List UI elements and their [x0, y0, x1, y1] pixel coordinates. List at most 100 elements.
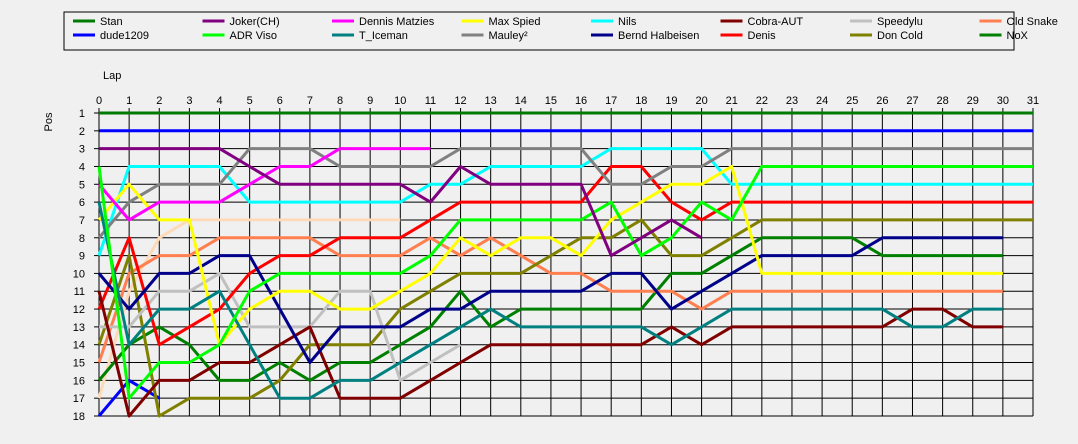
legend-item-old-snake: Old Snake [979, 16, 1058, 28]
x-tick-label: 19 [665, 95, 677, 107]
y-tick-label: 11 [74, 286, 85, 298]
legend-item-dennis-matzies: Dennis Matzies [332, 16, 435, 28]
legend-item-denis: Denis [720, 30, 777, 42]
y-tick-label: 8 [79, 233, 85, 245]
legend-label: Cobra-AUT [748, 16, 804, 28]
series-line-mauley [97, 147, 1033, 239]
legend-label: Bernd Halbeisen [618, 30, 699, 42]
x-tick-label: 2 [156, 95, 162, 107]
series-lines [97, 111, 1033, 418]
legend-label: Stan [100, 16, 123, 28]
legend-box [63, 11, 1015, 51]
y-axis-title: Pos [43, 112, 55, 131]
x-tick-label: 5 [247, 95, 253, 107]
legend-label: Max Spied [489, 16, 541, 28]
y-tick-label: 17 [73, 393, 85, 405]
x-axis-title: Lap [103, 70, 121, 82]
x-tick-label: 8 [337, 95, 343, 107]
x-tick-label: 17 [605, 95, 617, 107]
x-tick-label: 15 [545, 95, 557, 107]
legend-label: Denis [748, 30, 777, 42]
x-tick-label: 30 [997, 95, 1009, 107]
x-tick-label: 14 [515, 95, 527, 107]
legend-item-nils: Nils [591, 16, 637, 28]
legend-item-adr-viso: ADR Viso [202, 30, 277, 42]
y-tick-label: 2 [79, 126, 85, 138]
legend-label: Dennis Matzies [359, 16, 435, 28]
y-tick-label: 12 [73, 304, 85, 316]
legend-item-dude1209: dude1209 [73, 30, 149, 42]
y-tick-label: 1 [79, 108, 85, 120]
series-line-cobra-aut [97, 290, 1003, 418]
legend-label: Old Snake [1007, 16, 1058, 28]
legend-item-stan: Stan [73, 16, 123, 28]
legend-item-t-iceman: T_Iceman [332, 30, 408, 42]
x-tick-label: 29 [967, 95, 979, 107]
x-tick-label: 22 [756, 95, 768, 107]
series-line-adr-viso [97, 165, 1033, 400]
series-line-max-spied [97, 165, 1003, 347]
legend-item-bernd-halbeisen: Bernd Halbeisen [591, 30, 699, 42]
legend-label: Joker(CH) [230, 16, 280, 28]
series-line-nils [97, 147, 1033, 257]
legend-label: Don Cold [877, 30, 923, 42]
series-line-speedylu [99, 271, 462, 382]
legend: Stan dude1209 Joker(CH) ADR Viso Dennis Matz… [63, 11, 1058, 51]
x-tick-label: 27 [906, 95, 918, 107]
x-tick-label: 18 [635, 95, 647, 107]
x-tick-label: 16 [575, 95, 587, 107]
x-tick-label: 23 [786, 95, 798, 107]
series-line-andy-s [97, 218, 401, 399]
series-line-nox [97, 236, 1003, 382]
y-tick-label: 3 [79, 144, 85, 156]
x-tick-label: 12 [454, 95, 466, 107]
y-tick-label: 4 [79, 161, 85, 173]
series-line-bernd-halbeisen [97, 236, 1003, 364]
legend-label: NoX [1007, 30, 1029, 42]
x-tick-label: 31 [1027, 95, 1039, 107]
legend-item-speedylu: Speedylu [850, 16, 923, 28]
legend-label: Speedylu [877, 16, 923, 28]
series-line-don-cold [97, 218, 1033, 418]
legend-label: dude1209 [100, 30, 149, 42]
x-tick-label: 9 [367, 95, 373, 107]
legend-item-max-spied: Max Spied [461, 16, 541, 28]
y-tick-label: 7 [79, 215, 85, 227]
legend-item-joker-ch: Joker(CH) [202, 16, 280, 28]
legend-label: Mauley² [489, 30, 528, 42]
x-tick-label: 25 [846, 95, 858, 107]
x-tick-label: 28 [936, 95, 948, 107]
legend-item-nox: NoX [979, 30, 1029, 42]
legend-label: Nils [618, 16, 637, 28]
x-tick-label: 6 [277, 95, 283, 107]
y-tick-label: 18 [73, 411, 85, 423]
y-tick-label: 6 [79, 197, 85, 209]
x-tick-label: 21 [726, 95, 738, 107]
x-tick-label: 20 [695, 95, 707, 107]
series-line-old-snake [97, 236, 1003, 363]
y-tick-label: 10 [73, 268, 85, 280]
legend-item-don-cold: Don Cold [850, 30, 923, 42]
x-tick-label: 11 [425, 95, 436, 107]
series-line-denis [97, 165, 1033, 347]
legend-item-mauley: Mauley² [461, 30, 528, 42]
series-line-t-iceman [97, 201, 1003, 400]
x-tick-label: 0 [96, 95, 102, 107]
y-tick-label: 16 [73, 375, 85, 387]
x-tick-label: 26 [876, 95, 888, 107]
legend-label: T_Iceman [359, 30, 408, 42]
y-tick-label: 14 [73, 340, 85, 352]
legend-item-cobra-aut: Cobra-AUT [720, 16, 804, 28]
y-tick-label: 9 [79, 251, 85, 263]
x-tick-label: 24 [816, 95, 828, 107]
y-tick-label: 13 [73, 322, 85, 334]
y-tick-label: 5 [79, 179, 85, 191]
x-tick-label: 13 [485, 95, 497, 107]
x-tick-label: 1 [126, 95, 132, 107]
legend-label: ADR Viso [230, 30, 277, 42]
x-tick-label: 3 [186, 95, 192, 107]
x-tick-label: 7 [307, 95, 313, 107]
